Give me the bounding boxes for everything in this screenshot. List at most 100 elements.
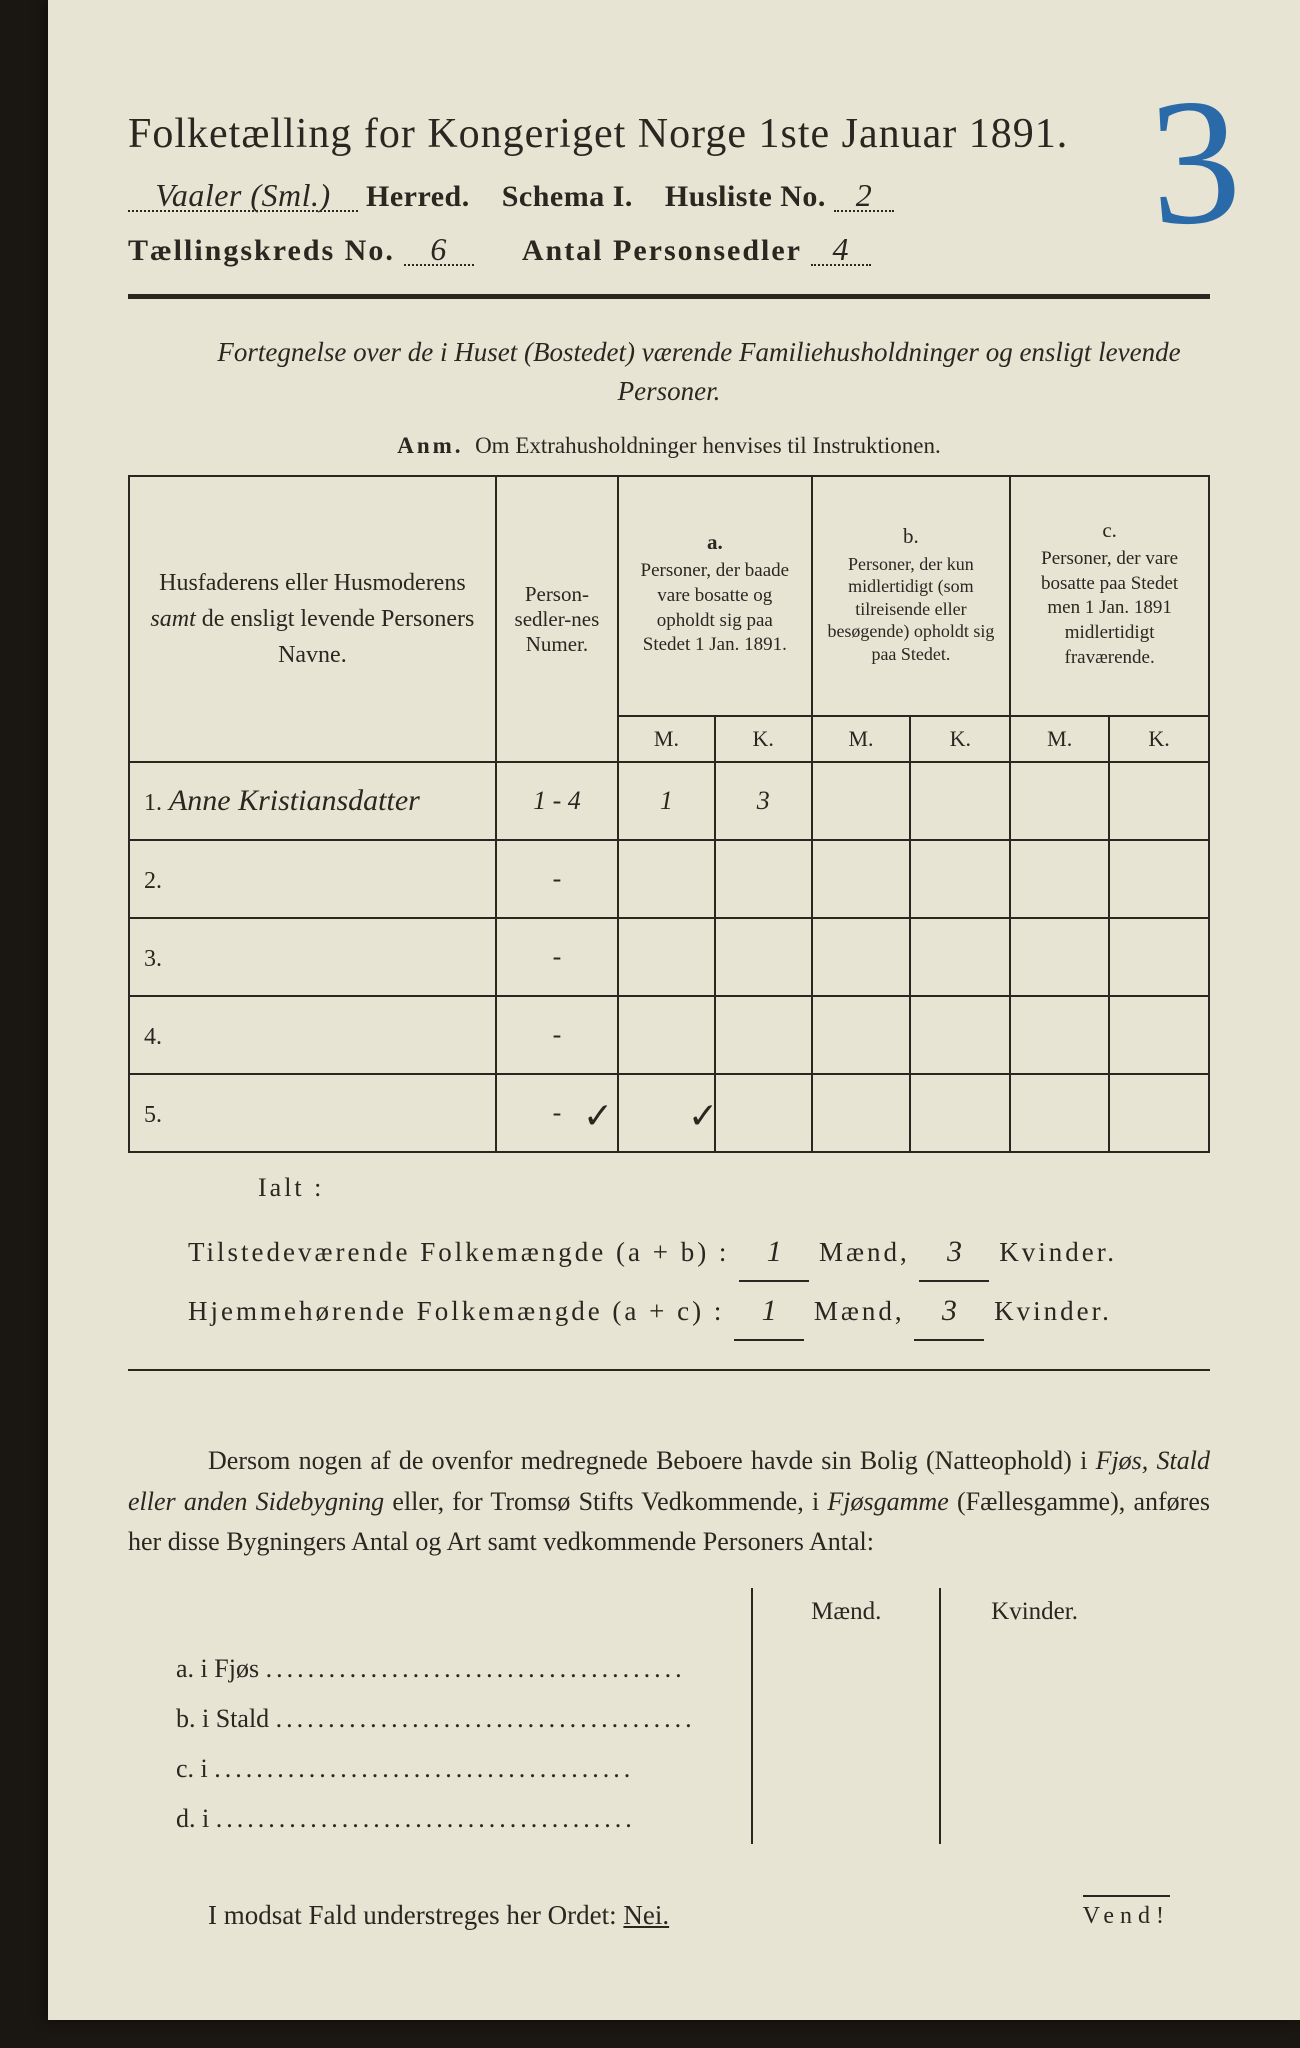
side-row-m <box>752 1744 940 1794</box>
header-b-m: M. <box>812 716 911 762</box>
side-table-row: c. i ...................................… <box>168 1744 1128 1794</box>
side-row-lead: c. i ...................................… <box>168 1744 752 1794</box>
summary-line1-label: Tilstedeværende Folkemængde (a + b) : <box>188 1237 729 1267</box>
antal-value: 4 <box>811 235 871 266</box>
row-person: 1 - 4 <box>496 762 618 840</box>
maend-label-1: Mænd, <box>819 1237 910 1267</box>
row-person: - <box>496 840 618 918</box>
header-c-m: M. <box>1010 716 1109 762</box>
col-b-label: b. <box>903 524 919 548</box>
row-person: - <box>496 996 618 1074</box>
side-row-lead: b. i Stald .............................… <box>168 1694 752 1744</box>
herred-label: Herred. <box>366 180 470 213</box>
summary-line-1: Tilstedeværende Folkemængde (a + b) : 1 … <box>188 1223 1210 1282</box>
intro-text: Fortegnelse over de i Huset (Bostedet) v… <box>128 333 1210 411</box>
row-c-k <box>1109 1074 1209 1152</box>
row-b-m <box>812 1074 911 1152</box>
header-a-k: K. <box>715 716 812 762</box>
kreds-label: Tællingskreds No. <box>128 234 395 267</box>
col-a-label: a. <box>707 530 723 554</box>
table-row: 3. - <box>129 918 1209 996</box>
header-a-m: M. <box>618 716 715 762</box>
header-c-k: K. <box>1109 716 1209 762</box>
row-name: 4. <box>129 996 496 1074</box>
row-a-k <box>715 918 812 996</box>
side-row-m <box>752 1694 940 1744</box>
maend-label-2: Mænd, <box>814 1296 905 1326</box>
vend-label: Vend! <box>1083 1895 1170 1930</box>
divider-rule-2 <box>128 1369 1210 1371</box>
row-person: - <box>496 918 618 996</box>
check-mark-a-k: ✓ <box>688 1095 718 1137</box>
page-annotation-number: 3 <box>1146 88 1243 237</box>
husliste-label: Husliste No. <box>665 180 826 213</box>
kvinder-label-1: Kvinder. <box>999 1237 1117 1267</box>
main-title: Folketælling for Kongeriget Norge 1ste J… <box>128 110 1210 158</box>
side-row-lead: d. i ...................................… <box>168 1794 752 1844</box>
side-kvinder-header: Kvinder. <box>940 1588 1128 1644</box>
side-row-k <box>940 1694 1128 1744</box>
table-row: 5. - <box>129 1074 1209 1152</box>
row-c-m <box>1010 840 1109 918</box>
row-name: 3. <box>129 918 496 996</box>
header-b-k: K. <box>910 716 1010 762</box>
row-b-m <box>812 996 911 1074</box>
row-c-k <box>1109 996 1209 1074</box>
table-row: 2. - <box>129 840 1209 918</box>
row-c-m <box>1010 1074 1109 1152</box>
row-c-k <box>1109 918 1209 996</box>
anm-text: Om Extrahusholdninger henvises til Instr… <box>475 433 941 458</box>
row-b-k <box>910 762 1010 840</box>
row-a-m <box>618 840 715 918</box>
row-a-k <box>715 1074 812 1152</box>
row-name: 2. <box>129 840 496 918</box>
herred-value: Vaaler (Sml.) <box>128 181 358 212</box>
row-name: 1. Anne Kristiansdatter <box>129 762 496 840</box>
main-table: Husfaderens eller Husmoderens samt de en… <box>128 475 1210 1153</box>
summary-block: Tilstedeværende Folkemængde (a + b) : 1 … <box>188 1223 1210 1341</box>
col-header-person: Person-sedler-nes Numer. <box>496 476 618 762</box>
side-table-row: d. i ...................................… <box>168 1794 1128 1844</box>
kreds-value: 6 <box>404 235 474 266</box>
row-b-m <box>812 840 911 918</box>
antal-label: Antal Personsedler <box>522 234 802 267</box>
side-table-row: b. i Stald .............................… <box>168 1694 1128 1744</box>
paragraph-text: Dersom nogen af de ovenfor medregnede Be… <box>128 1441 1210 1562</box>
summary-2-k: 3 <box>914 1282 984 1341</box>
ialt-label: Ialt : <box>258 1173 1210 1203</box>
col-c-text: Personer, der vare bosatte paa Stedet me… <box>1019 543 1200 674</box>
row-c-m <box>1010 918 1109 996</box>
summary-1-k: 3 <box>919 1223 989 1282</box>
row-c-k <box>1109 840 1209 918</box>
side-maend-header: Mænd. <box>752 1588 940 1644</box>
col-header-names: Husfaderens eller Husmoderens samt de en… <box>129 476 496 762</box>
row-b-k <box>910 918 1010 996</box>
row-b-k <box>910 1074 1010 1152</box>
divider-rule <box>128 294 1210 299</box>
side-row-k <box>940 1744 1128 1794</box>
col-header-c: c. Personer, der vare bosatte paa Stedet… <box>1010 476 1209 716</box>
col-c-label: c. <box>1102 518 1117 542</box>
row-a-m: 1 <box>618 762 715 840</box>
row-b-k <box>910 840 1010 918</box>
anm-label: Anm. <box>397 433 463 458</box>
row-a-k <box>715 996 812 1074</box>
summary-line2-label: Hjemmehørende Folkemængde (a + c) : <box>188 1296 724 1326</box>
row-c-k <box>1109 762 1209 840</box>
kreds-line: Tællingskreds No. 6 Antal Personsedler 4 <box>128 234 1210 268</box>
side-row-k <box>940 1794 1128 1844</box>
schema-label: Schema I. <box>502 180 633 213</box>
intro-line: Fortegnelse over de i Huset (Bostedet) v… <box>217 337 1180 406</box>
summary-line-2: Hjemmehørende Folkemængde (a + c) : 1 Mæ… <box>188 1282 1210 1341</box>
table-row: 4. - <box>129 996 1209 1074</box>
check-mark-a-m: ✓ <box>583 1095 613 1137</box>
side-building-table: Mænd. Kvinder. a. i Fjøs ...............… <box>168 1588 1128 1844</box>
row-a-m <box>618 996 715 1074</box>
side-row-k <box>940 1644 1128 1694</box>
row-b-k <box>910 996 1010 1074</box>
summary-2-m: 1 <box>734 1282 804 1341</box>
row-a-k: 3 <box>715 762 812 840</box>
side-row-m <box>752 1644 940 1694</box>
col-header-a: a. Personer, der baade vare bosatte og o… <box>618 476 812 716</box>
row-c-m <box>1010 996 1109 1074</box>
